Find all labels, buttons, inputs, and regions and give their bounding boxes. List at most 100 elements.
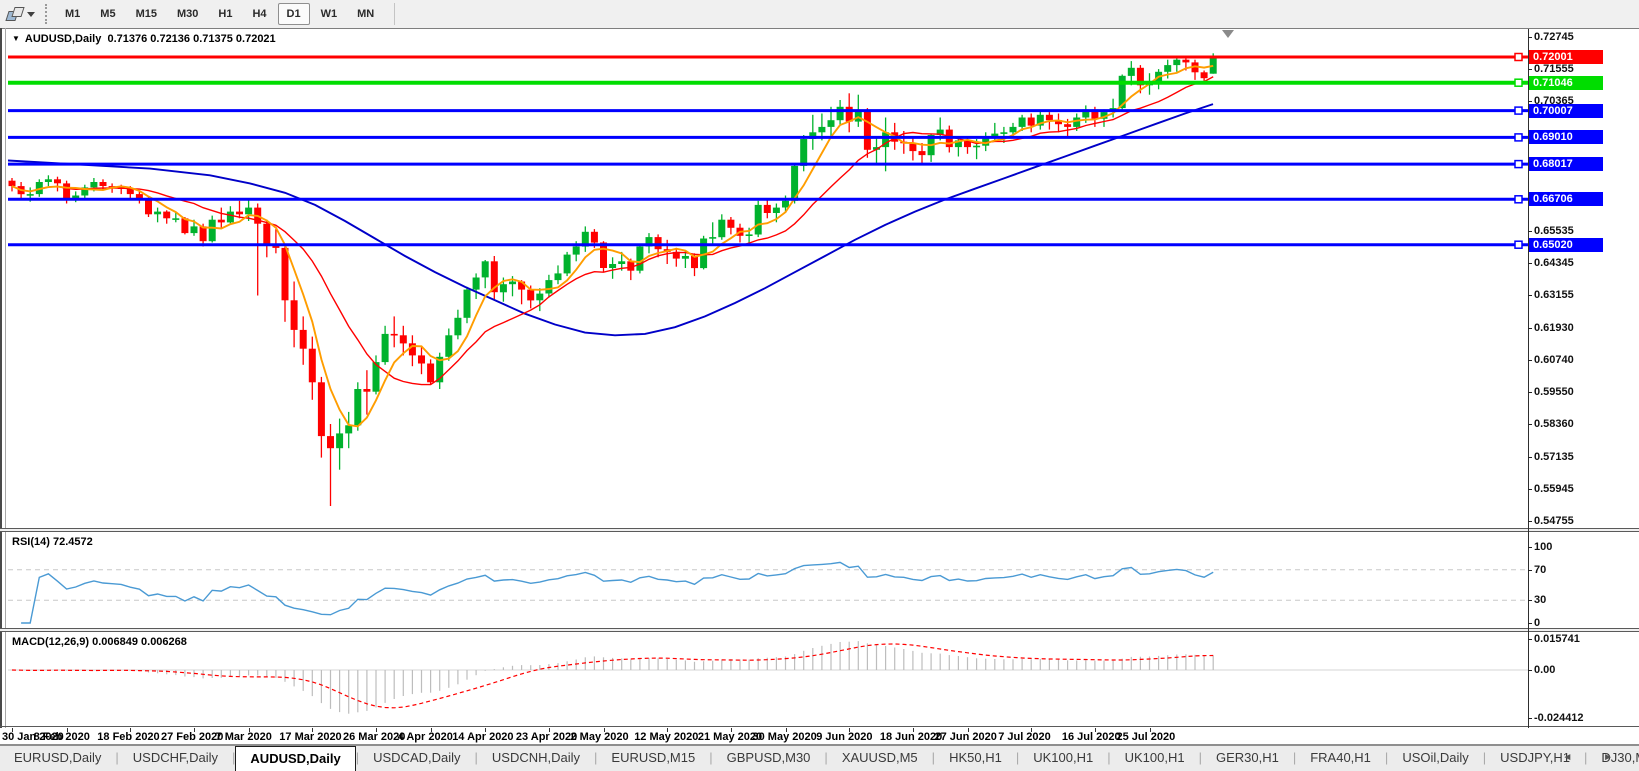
tab-hk50-h1[interactable]: HK50,H1 (949, 750, 1002, 765)
tab-separator: | (355, 750, 360, 765)
date-tick-mark (248, 728, 250, 732)
price-tick-label: 0.72745 (1534, 31, 1574, 43)
ohlc-values: 0.71376 0.72136 0.71375 0.72021 (107, 33, 276, 45)
tab-uk100-h1[interactable]: UK100,H1 (1033, 750, 1094, 765)
date-tick-mark (66, 728, 68, 732)
tab-usdcnh-daily[interactable]: USDCNH,Daily (491, 750, 581, 765)
rsi-indicator-label: RSI(14) 72.4572 (12, 536, 93, 548)
timeframe-button-m5[interactable]: M5 (100, 8, 116, 20)
price-tick-label: 0.60740 (1534, 353, 1574, 366)
rsi-indicator-chart (8, 561, 1528, 624)
date-tick-mark (194, 728, 195, 732)
date-tick-mark (1094, 728, 1096, 732)
date-tick-label: 30 Jan 2020 (2, 731, 64, 743)
panel-separator[interactable] (0, 628, 1639, 632)
timeframe-button-h1[interactable]: H1 (218, 8, 233, 20)
date-tick-label: 7 Jul 2020 (998, 731, 1051, 743)
date-tick-mark (430, 728, 432, 732)
price-tick-mark (1528, 68, 1532, 70)
price-level-tag: 0.65020 (1529, 237, 1603, 252)
date-tick-mark (730, 728, 732, 732)
tab-separator: | (1292, 750, 1297, 765)
date-tick-mark (548, 728, 550, 732)
date-tick-mark (485, 728, 487, 732)
price-level-tag: 0.66706 (1529, 192, 1603, 207)
date-tick-mark (1031, 728, 1033, 732)
tab-eurusd-daily[interactable]: EURUSD,Daily (14, 750, 102, 765)
price-tick-mark (1528, 456, 1532, 458)
price-tick-label: 0.59550 (1534, 385, 1574, 398)
date-tick-label: 7 Mar 2020 (215, 731, 272, 743)
rsi-tick-label: 30 (1534, 594, 1547, 607)
timeframe-toolbar: M1 M5 M15 M30 H1 H4 D1 W1 MN (0, 0, 1639, 29)
chart-title: ▼ AUDUSD,Daily 0.71376 0.72136 0.71375 0.… (12, 33, 276, 45)
price-tick-label: 0.65535 (1534, 224, 1574, 237)
tab-usoil-daily[interactable]: USOil,Daily (1402, 750, 1469, 765)
tab-dj30-m15[interactable]: DJ30,M15 (1601, 750, 1639, 765)
macd-tick-mark (1528, 639, 1532, 640)
date-tick-label: 4 Apr 2020 (397, 731, 453, 743)
timeframe-button-m30[interactable]: M30 (176, 8, 199, 20)
price-tick-label: 0.55945 (1534, 482, 1574, 495)
symbol-caret-icon[interactable]: ▼ (12, 34, 20, 43)
date-tick-mark (130, 728, 132, 732)
symbol-name: AUDUSD,Daily (24, 33, 102, 45)
tab-usdcad-daily[interactable]: USDCAD,Daily (373, 750, 461, 765)
date-tick-mark (967, 728, 969, 732)
tab-separator: | (115, 750, 119, 765)
tab-scroll-arrows[interactable]: ◄ ► (1562, 752, 1627, 763)
tab-usdjpy-h1[interactable]: USDJPY,H1 (1500, 750, 1571, 765)
tab-ger30-h1[interactable]: GER30,H1 (1215, 750, 1279, 765)
tab-usdchf-daily[interactable]: USDCHF,Daily (132, 750, 219, 765)
price-tick-label: 0.58360 (1534, 417, 1574, 430)
rsi-tick-mark (1528, 623, 1532, 624)
chart-tool-group[interactable] (5, 6, 35, 22)
price-tick-mark (1528, 488, 1532, 490)
tab-separator: | (1482, 750, 1487, 765)
toolbar-grip[interactable] (45, 4, 47, 24)
tab-fra40-h1[interactable]: FRA40,H1 (1310, 750, 1371, 765)
tab-audusd-daily[interactable]: AUDUSD,Daily (235, 746, 356, 771)
price-tick-mark (1528, 423, 1532, 425)
price-tick-mark (1528, 359, 1532, 361)
price-tick-label: 0.61930 (1534, 321, 1574, 334)
price-tick-mark (1528, 520, 1532, 522)
price-tick-mark (1528, 327, 1532, 329)
tab-separator: | (232, 750, 236, 765)
price-level-tag: 0.69010 (1529, 130, 1603, 145)
dropdown-caret-icon[interactable] (27, 11, 35, 17)
chart-profiles-icon[interactable] (5, 6, 25, 22)
chart-tab-bar: EURUSD,Daily | USDCHF,Daily | AUDUSD,Daily | U… (0, 745, 1639, 771)
timeframe-button-d1[interactable]: D1 (277, 3, 310, 25)
tab-eurusd-m15[interactable]: EURUSD,M15 (611, 750, 696, 765)
price-level-tag: 0.72001 (1529, 50, 1603, 64)
date-tick-label: 17 Mar 2020 (279, 731, 342, 743)
timeframe-button-h4[interactable]: H4 (252, 8, 267, 20)
price-tick-mark (1528, 100, 1532, 102)
date-axis: 30 Jan 2020 8 Feb 2020 18 Feb 2020 27 Feb 2… (0, 728, 1639, 745)
date-tick-label: 26 Mar 2020 (343, 731, 406, 743)
price-axis-line (1528, 29, 1529, 744)
date-tick-label: 30 May 2020 (752, 731, 817, 743)
timeframe-button-mn[interactable]: MN (357, 8, 375, 20)
timeframe-button-m1[interactable]: M1 (65, 8, 81, 20)
date-tick-mark (785, 728, 787, 732)
date-axis-border (0, 744, 1639, 745)
timeframe-buttons: M1 M5 M15 M30 H1 H4 D1 W1 MN (55, 3, 384, 25)
price-tick-mark (1528, 262, 1532, 264)
chart-frame-top (0, 28, 1639, 29)
panel-separator[interactable] (0, 528, 1639, 532)
timeframe-button-w1[interactable]: W1 (320, 8, 338, 20)
macd-tick-mark (1528, 670, 1532, 671)
tab-xauusd-m5[interactable]: XAUUSD,M5 (841, 750, 918, 765)
macd-tick-label: 0.00 (1534, 664, 1556, 676)
timeframe-button-m15[interactable]: M15 (135, 8, 157, 20)
price-tick-mark (1528, 294, 1532, 296)
tab-gbpusd-m30[interactable]: GBPUSD,M30 (726, 750, 811, 765)
price-tick-label: 0.64345 (1534, 256, 1574, 269)
tab-uk100-h1[interactable]: UK100,H1 (1124, 750, 1185, 765)
toolbar-separator (394, 3, 396, 25)
date-tick-label: 21 May 2020 (697, 731, 763, 743)
date-tick-mark (12, 728, 13, 732)
rsi-tick-label: 70 (1534, 563, 1547, 576)
